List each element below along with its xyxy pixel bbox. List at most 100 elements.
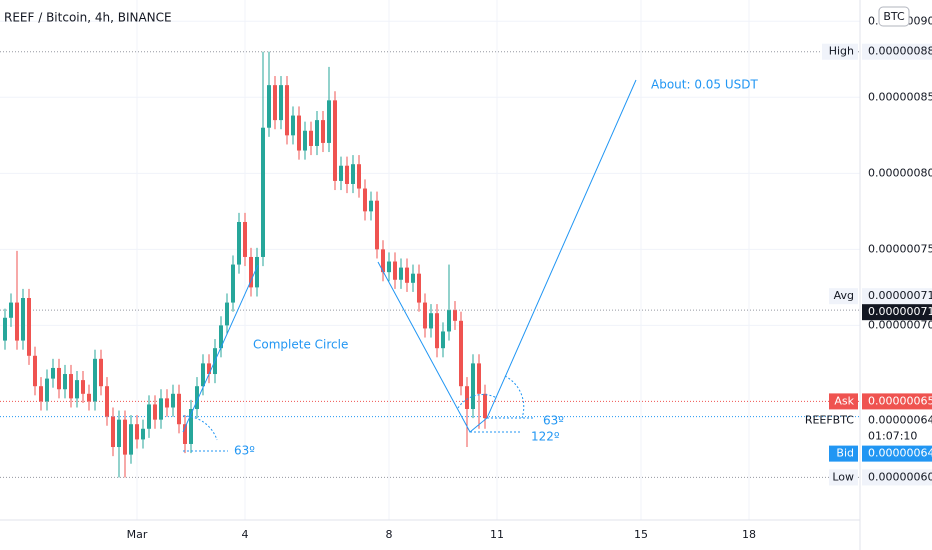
candle-body bbox=[116, 419, 121, 448]
candle-body bbox=[110, 416, 115, 448]
candle-body bbox=[152, 404, 157, 420]
candle-body bbox=[446, 310, 451, 332]
candle-body bbox=[410, 273, 415, 283]
candle-body bbox=[374, 200, 379, 250]
candle-body bbox=[188, 409, 193, 444]
candle-body bbox=[14, 302, 19, 341]
candle-body bbox=[164, 398, 169, 408]
candle-body bbox=[326, 100, 331, 143]
candle-body bbox=[80, 380, 85, 394]
tag-name-bg bbox=[829, 393, 858, 410]
candle-body bbox=[284, 85, 289, 136]
candle-body bbox=[32, 355, 37, 387]
candle-body bbox=[356, 164, 361, 189]
candle-body bbox=[458, 320, 463, 387]
tag-name: Low bbox=[832, 470, 854, 483]
candle-body bbox=[104, 386, 109, 417]
candle-body bbox=[434, 313, 439, 349]
candle-body bbox=[44, 378, 49, 402]
candle-body bbox=[290, 115, 295, 136]
tag-value: 0.00000065 bbox=[868, 394, 932, 407]
candle-body bbox=[170, 393, 175, 408]
candle-body bbox=[128, 424, 133, 455]
tag-name: Bid bbox=[836, 447, 854, 460]
countdown: 01:07:10 bbox=[868, 430, 917, 443]
candle-body bbox=[86, 393, 91, 402]
candle-body bbox=[158, 398, 163, 420]
candle-body bbox=[200, 363, 205, 387]
angle-label: 63º bbox=[543, 414, 564, 428]
drawings bbox=[182, 79, 637, 452]
angle-label: 63º bbox=[234, 444, 255, 458]
candle-body bbox=[422, 302, 427, 329]
price-lines bbox=[0, 51, 860, 478]
candle-body bbox=[182, 424, 187, 444]
candle-body bbox=[260, 127, 265, 257]
candle-body bbox=[176, 393, 181, 425]
tag-value: 0.00000088 bbox=[868, 45, 932, 58]
currency-label[interactable]: BTC bbox=[883, 10, 905, 23]
tag-value: 0.00000064 bbox=[868, 414, 932, 427]
x-tick-label: Mar bbox=[127, 528, 148, 541]
y-tick-label: 0.00000080 bbox=[868, 166, 932, 179]
tag-value-bg bbox=[862, 288, 932, 305]
annotation: About: 0.05 USDT bbox=[651, 78, 759, 92]
candle-body bbox=[224, 302, 229, 326]
candle-body bbox=[140, 428, 145, 440]
angle-arc bbox=[457, 394, 498, 409]
candle-body bbox=[98, 358, 103, 387]
trend-line bbox=[377, 79, 637, 433]
candles bbox=[2, 51, 487, 478]
last-marker-label: 0.00000071 bbox=[868, 305, 932, 318]
candle-body bbox=[428, 313, 433, 329]
tag-name-bg bbox=[829, 445, 858, 462]
candle-body bbox=[68, 374, 73, 399]
candle-body bbox=[242, 221, 247, 257]
axes: 0.000000900.000000850.000000800.00000075… bbox=[127, 14, 932, 541]
candle-body bbox=[476, 363, 481, 394]
candle-body bbox=[362, 188, 367, 212]
chart-title: REEF / Bitcoin, 4h, BINANCE bbox=[4, 11, 172, 25]
candle-body bbox=[134, 424, 139, 440]
candle-body bbox=[206, 363, 211, 375]
tag-name-bg bbox=[829, 288, 858, 305]
candle-body bbox=[218, 325, 223, 349]
tag-name: Ask bbox=[834, 394, 854, 407]
candle-body bbox=[296, 115, 301, 151]
candle-body bbox=[392, 261, 397, 280]
candle-body bbox=[404, 267, 409, 283]
candle-body bbox=[266, 85, 271, 128]
tag-value-bg bbox=[862, 393, 932, 410]
candle-body bbox=[398, 267, 403, 280]
candle-body bbox=[350, 164, 355, 184]
tag-name: High bbox=[829, 45, 854, 58]
currency-badge[interactable] bbox=[878, 6, 910, 27]
candle-body bbox=[452, 310, 457, 321]
x-tick-label: 8 bbox=[385, 528, 392, 541]
x-tick-label: 15 bbox=[634, 528, 648, 541]
angle-label: 122º bbox=[531, 430, 560, 444]
candle-body bbox=[482, 393, 487, 419]
x-tick-label: 4 bbox=[241, 528, 248, 541]
candle-body bbox=[146, 404, 151, 429]
tag-value-bg bbox=[862, 43, 932, 60]
candle-body bbox=[278, 85, 283, 121]
annotation: Complete Circle bbox=[253, 338, 348, 352]
x-tick-label: 11 bbox=[490, 528, 504, 541]
candle-body bbox=[302, 130, 307, 151]
candle-body bbox=[92, 358, 97, 402]
tag-value-bg bbox=[862, 445, 932, 462]
x-tick-label: 18 bbox=[742, 528, 756, 541]
candle-body bbox=[380, 249, 385, 273]
candle-body bbox=[254, 256, 259, 288]
tag-value: 0.00000060 bbox=[868, 470, 932, 483]
candle-body bbox=[230, 264, 235, 303]
candle-body bbox=[338, 165, 343, 181]
tag-name-bg bbox=[829, 469, 858, 486]
tag-name: Avg bbox=[834, 289, 854, 302]
candle-body bbox=[368, 200, 373, 212]
y-tick-label: 0.00000085 bbox=[868, 90, 932, 103]
angle-arc bbox=[182, 415, 218, 441]
candle-body bbox=[470, 363, 475, 410]
candle-body bbox=[8, 302, 13, 318]
